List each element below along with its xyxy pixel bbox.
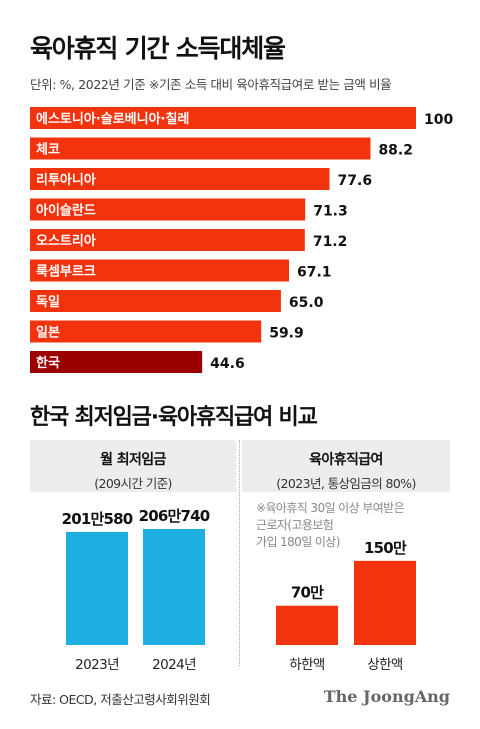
benefit-value-0: 70만 bbox=[291, 584, 324, 602]
replacement-rate-chart: 에스토니아·슬로베니아·칠레 100 체코 88.2 리투아니아 77.6 아이슬란드 71.… bbox=[30, 107, 453, 373]
bar-value-1: 88.2 bbox=[378, 143, 413, 159]
benefit-bar-0 bbox=[276, 605, 338, 645]
benefit-category-1: 상한액 bbox=[367, 657, 402, 673]
wage-value-0: 201만580 bbox=[62, 510, 133, 528]
wage-value-1: 206만740 bbox=[139, 507, 210, 525]
benefit-category-0: 하한액 bbox=[289, 657, 324, 673]
bar-4 bbox=[30, 229, 305, 251]
bar-value-6: 65.0 bbox=[289, 295, 324, 311]
bar-0 bbox=[30, 107, 416, 129]
comparison-title: 한국 최저임금·육아휴직급여 비교 bbox=[30, 405, 318, 430]
leave-benefit-header: 육아휴직급여 (2023년, 통상임금의 80%) bbox=[242, 440, 450, 492]
publisher-logo: The JoongAng bbox=[323, 687, 450, 706]
main-title: 육아휴직 기간 소득대체율 bbox=[30, 34, 286, 63]
bar-label-7: 일본 bbox=[36, 326, 60, 341]
wage-bar-1 bbox=[143, 529, 205, 645]
bar-3 bbox=[30, 198, 306, 221]
bar-5 bbox=[30, 259, 290, 282]
bar-2 bbox=[30, 168, 330, 190]
min-wage-title: 월 최저임금 bbox=[100, 452, 166, 468]
bar-label-3: 아이슬란드 bbox=[36, 203, 96, 219]
bar-value-2: 77.6 bbox=[338, 173, 373, 189]
bar-value-5: 67.1 bbox=[297, 265, 332, 281]
wage-category-0: 2023년 bbox=[75, 657, 119, 673]
leave-benefit-title: 육아휴직급여 bbox=[309, 452, 383, 468]
leave-benefit-subtitle: (2023년, 통상임금의 80%) bbox=[276, 476, 416, 491]
wage-category-1: 2024년 bbox=[152, 657, 196, 673]
benefit-annotation-0: ※육아휴직 30일 이상 부여받은 bbox=[256, 501, 405, 515]
min-wage-header: 월 최저임금 (209시간 기준) bbox=[30, 440, 236, 492]
bar-value-7: 59.9 bbox=[269, 326, 304, 342]
bar-8 bbox=[30, 351, 203, 373]
bar-label-6: 독일 bbox=[36, 295, 60, 310]
bar-7 bbox=[30, 320, 262, 343]
bar-label-2: 리투아니아 bbox=[36, 172, 96, 188]
source-note: 자료: OECD, 저출산고령사회위원회 bbox=[30, 692, 211, 707]
bar-6 bbox=[30, 290, 281, 312]
bar-label-8: 한국 bbox=[36, 355, 60, 371]
panel-divider bbox=[239, 440, 240, 666]
benefit-annotation-1: 근로자(고용보험 bbox=[256, 518, 333, 532]
bar-label-5: 룩셈부르크 bbox=[36, 265, 96, 280]
bar-value-3: 71.3 bbox=[313, 204, 348, 220]
min-wage-subtitle: (209시간 기준) bbox=[94, 476, 172, 491]
benefit-bar-1 bbox=[354, 560, 416, 645]
unit-note: 단위: %, 2022년 기준 ※기존 소득 대비 육아휴직급여로 받는 금액 … bbox=[30, 77, 392, 92]
bar-label-1: 체코 bbox=[36, 143, 60, 158]
benefit-annotation-2: 가입 180일 이상) bbox=[256, 535, 340, 549]
benefit-value-1: 150만 bbox=[364, 539, 407, 557]
bar-value-8: 44.6 bbox=[210, 356, 245, 372]
bar-value-4: 71.2 bbox=[313, 234, 348, 250]
bar-label-0: 에스토니아·슬로베니아·칠레 bbox=[36, 111, 189, 127]
bar-1 bbox=[30, 137, 371, 160]
bar-label-4: 오스트리아 bbox=[36, 233, 96, 249]
bar-value-0: 100 bbox=[424, 112, 453, 128]
wage-bar-0 bbox=[66, 531, 128, 645]
